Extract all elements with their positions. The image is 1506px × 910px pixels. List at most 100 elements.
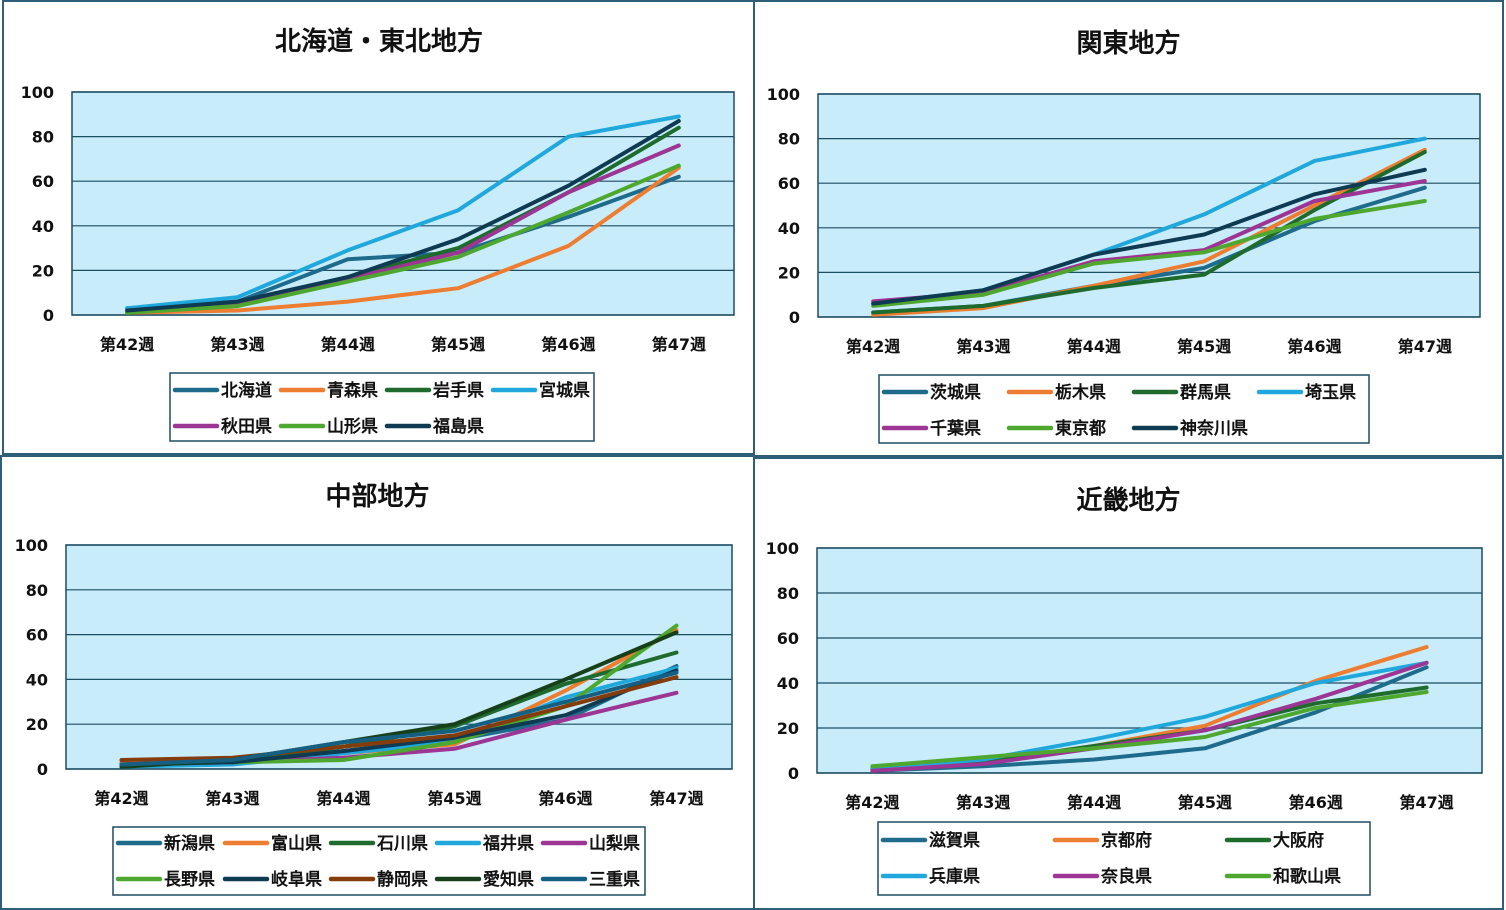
chart-title: 近畿地方 — [1076, 485, 1180, 516]
x-tick-label: 第46週 — [1289, 793, 1343, 812]
legend-label: 愛知県 — [483, 869, 534, 890]
chart-title: 関東地方 — [1076, 28, 1180, 59]
chart-panel-chubu: 中部地方 0 20 40 60 80 100 第42週 第43週 第44週 第45週 第46週 第47週… — [0, 455, 754, 910]
legend-label: 滋賀県 — [929, 830, 980, 851]
legend-label: 長野県 — [164, 870, 215, 890]
x-tick-label: 第42週 — [846, 337, 900, 356]
y-tick-label: 80 — [32, 128, 54, 147]
series-line-6 — [870, 690, 1429, 769]
series-line-3 — [871, 150, 1427, 315]
legend-label: 北海道 — [221, 380, 272, 401]
legend-label: 宮城県 — [539, 380, 590, 401]
x-tick-label: 第46週 — [538, 789, 592, 808]
y-tick-label: 20 — [778, 263, 800, 282]
legend-label: 神奈川県 — [1180, 418, 1248, 439]
x-tick-label: 第42週 — [845, 793, 899, 812]
x-tick-label: 第42週 — [94, 789, 148, 808]
legend — [877, 821, 1371, 896]
legend-label: 東京都 — [1055, 418, 1106, 439]
x-tick-label: 第43週 — [205, 789, 259, 808]
legend-label: 岩手県 — [432, 380, 484, 401]
legend-label: 京都府 — [1101, 830, 1152, 851]
series-line-2 — [125, 165, 681, 315]
x-tick-label: 第42週 — [100, 335, 154, 354]
chart-panel-kanto: 関東地方 0 20 40 60 80 100 第42週 第43週 第44週 第45週 第46週 第47週… — [754, 0, 1504, 457]
y-tick-label: 60 — [26, 626, 48, 645]
y-tick-label: 80 — [777, 584, 799, 603]
y-tick-label: 100 — [767, 85, 800, 104]
y-tick-label: 60 — [777, 629, 799, 648]
x-tick-label: 第45週 — [427, 789, 481, 808]
line-chart-hokkaido-tohoku: 北海道・東北地方 0 20 40 60 80 100 第42週 第43週 第44週 第45週 第46週… — [21, 26, 735, 442]
y-tick-label: 40 — [32, 217, 54, 236]
legend-label: 奈良県 — [1100, 866, 1152, 887]
legend-label: 福島県 — [432, 416, 484, 437]
x-tick-label: 第47週 — [652, 335, 706, 354]
y-tick-label: 20 — [26, 715, 48, 734]
legend-label: 兵庫県 — [929, 866, 980, 887]
legend-label: 福井県 — [482, 833, 534, 854]
line-chart-chubu: 中部地方 0 20 40 60 80 100 第42週 第43週 第44週 第45週 第46週 第47週… — [15, 481, 733, 896]
x-tick-label: 第47週 — [1399, 793, 1453, 812]
y-tick-label: 80 — [778, 130, 800, 149]
x-tick-label: 第46週 — [541, 335, 595, 354]
legend-label: 青森県 — [327, 380, 378, 401]
x-tick-label: 第43週 — [956, 793, 1010, 812]
x-tick-label: 第43週 — [210, 335, 264, 354]
legend-label: 山梨県 — [589, 833, 640, 854]
legend-label: 富山県 — [271, 833, 322, 854]
series-line-7 — [871, 167, 1427, 306]
legend-label: 石川県 — [376, 834, 428, 854]
legend-label: 茨城県 — [930, 382, 981, 403]
legend-label: 和歌山県 — [1273, 866, 1341, 887]
series-line-4 — [870, 660, 1429, 771]
x-tick-label: 第46週 — [1287, 337, 1341, 356]
plot-area — [71, 91, 735, 316]
y-tick-label: 60 — [778, 174, 800, 193]
y-tick-label: 40 — [778, 219, 800, 238]
chart-panel-kinki: 近畿地方 0 20 40 60 80 100 第42週 第43週 第44週 第45週 第46週 第47週… — [754, 457, 1504, 910]
series-line-10 — [119, 670, 679, 767]
x-tick-label: 第45週 — [1178, 793, 1232, 812]
line-chart-kanto: 関東地方 0 20 40 60 80 100 第42週 第43週 第44週 第45週 第46週 第47週… — [767, 28, 1481, 444]
x-tick-label: 第44週 — [321, 335, 375, 354]
x-tick-label: 第45週 — [1177, 337, 1231, 356]
y-tick-label: 0 — [789, 308, 800, 327]
series-line-6 — [125, 163, 681, 315]
x-tick-label: 第44週 — [1067, 337, 1121, 356]
legend-label: 埼玉県 — [1305, 382, 1356, 403]
y-tick-label: 0 — [788, 764, 799, 783]
y-tick-label: 80 — [26, 581, 48, 600]
legend-label: 岐阜県 — [271, 869, 322, 890]
legend-label: 大阪府 — [1273, 830, 1324, 851]
chart-panel-hokkaido-tohoku: 北海道・東北地方 0 20 40 60 80 100 第42週 第43週 第44週 第45週 第46週… — [2, 0, 754, 455]
series-line-6 — [871, 199, 1427, 308]
legend-label: 山形県 — [327, 416, 378, 437]
plot-area — [817, 93, 1481, 318]
x-tick-label: 第44週 — [1067, 793, 1121, 812]
chart-title: 中部地方 — [325, 481, 429, 512]
series-line-5 — [870, 660, 1429, 773]
y-tick-label: 40 — [777, 674, 799, 693]
line-chart-kinki: 近畿地方 0 20 40 60 80 100 第42週 第43週 第44週 第45週 第46週 第47週… — [766, 485, 1483, 896]
y-tick-label: 20 — [777, 719, 799, 738]
legend — [169, 372, 595, 442]
legend-label: 静岡県 — [377, 869, 428, 890]
series-line-8 — [119, 675, 679, 762]
legend-label: 秋田県 — [221, 416, 272, 437]
y-tick-label: 100 — [21, 83, 54, 102]
legend-label: 新潟県 — [164, 833, 215, 854]
x-tick-label: 第44週 — [316, 789, 370, 808]
x-tick-label: 第43週 — [956, 337, 1010, 356]
y-tick-label: 40 — [26, 670, 48, 689]
y-tick-label: 100 — [766, 539, 799, 558]
y-tick-label: 20 — [32, 261, 54, 280]
legend-label: 千葉県 — [930, 418, 981, 439]
x-tick-label: 第47週 — [649, 789, 703, 808]
y-tick-label: 100 — [15, 536, 48, 555]
x-tick-label: 第47週 — [1398, 337, 1452, 356]
x-tick-label: 第45週 — [431, 335, 485, 354]
y-tick-label: 60 — [32, 172, 54, 191]
legend — [112, 826, 646, 896]
chart-title: 北海道・東北地方 — [275, 26, 483, 57]
